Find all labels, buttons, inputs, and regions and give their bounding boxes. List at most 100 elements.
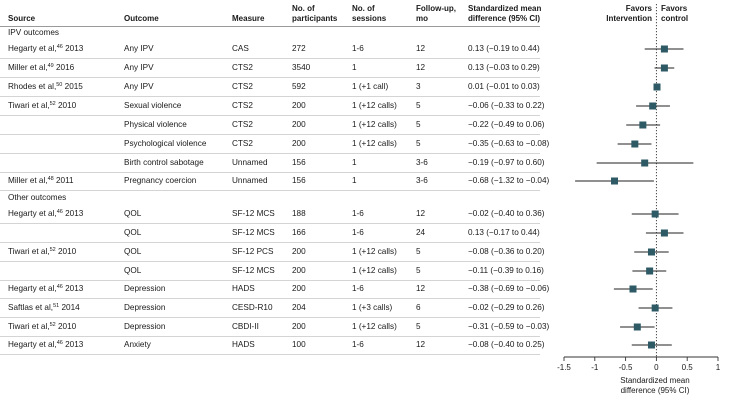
x-tick-label: 0.5 — [682, 363, 694, 372]
sessions-cell: 1 — [352, 158, 357, 167]
favors-intervention-line1: Favors — [625, 4, 652, 13]
sessions-cell: 1 (+12 calls) — [352, 247, 397, 256]
sessions-cell: 1-6 — [352, 209, 364, 218]
point-estimate — [653, 83, 661, 91]
ci-text-cell: 0.13 (−0.17 to 0.44) — [468, 228, 540, 237]
row-divider — [0, 298, 540, 299]
n-cell: 272 — [292, 44, 306, 53]
ci-text-cell: −0.19 (−0.97 to 0.60) — [468, 158, 545, 167]
outcome-cell: QOL — [124, 247, 142, 256]
measure-cell: CTS2 — [232, 120, 253, 129]
x-tick-label: -0.5 — [619, 363, 633, 372]
sessions-cell: 1 (+3 calls) — [352, 303, 393, 312]
ci-text-cell: 0.13 (−0.19 to 0.44) — [468, 44, 540, 53]
followup-cell: 12 — [416, 44, 426, 53]
source-ref: 46 — [56, 209, 63, 215]
x-tick-label: 1 — [716, 363, 721, 372]
source-ref: 51 — [53, 303, 60, 309]
ci-text-cell: −0.68 (−1.32 to −0.04) — [468, 176, 550, 185]
source-cell: Saftlas et al,51 2014 — [8, 303, 80, 312]
source-ref: 49 — [47, 63, 54, 69]
source-cell: Rhodes et al,50 2015 — [8, 82, 83, 91]
measure-cell: CBDI-II — [232, 322, 259, 331]
row-divider — [0, 58, 540, 59]
ci-text-cell: −0.38 (−0.69 to −0.06) — [468, 284, 550, 293]
point-estimate — [660, 229, 668, 237]
row-divider — [0, 96, 540, 97]
source-author: Hegarty et al, — [8, 340, 57, 349]
source-author: Hegarty et al, — [8, 284, 57, 293]
table-row: Birth control sabotage Unnamed 156 1 3-6 −0.1… — [0, 154, 544, 173]
sessions-cell: 1-6 — [352, 340, 364, 349]
source-ref: 52 — [49, 247, 56, 253]
followup-cell: 3-6 — [416, 158, 428, 167]
x-axis-title-line2: difference (95% CI) — [620, 386, 690, 395]
table-row: Hegarty et al,46 2013 Depression HADS 200 1-… — [0, 280, 549, 299]
n-cell: 100 — [292, 340, 306, 349]
row-divider — [0, 190, 540, 191]
source-author: Saftlas et al, — [8, 303, 54, 312]
measure-cell: HADS — [232, 340, 255, 349]
table-row: Hegarty et al,46 2013 QOL SF-12 MCS 188 1-6 1… — [0, 205, 544, 224]
measure-cell: Unnamed — [232, 176, 268, 185]
header-smd: Standardized mean difference (95% CI) — [468, 4, 541, 24]
outcome-cell: Depression — [124, 303, 166, 312]
measure-cell: CTS2 — [232, 101, 253, 110]
row-divider — [0, 261, 540, 262]
point-estimate — [660, 45, 668, 53]
ci-text-cell: −0.08 (−0.40 to 0.25) — [468, 340, 545, 349]
ci-text-cell: −0.22 (−0.49 to 0.06) — [468, 120, 545, 129]
point-estimate — [651, 304, 659, 312]
source-year: 2011 — [53, 176, 74, 185]
ci-text-cell: −0.02 (−0.29 to 0.26) — [468, 303, 545, 312]
outcome-cell: Physical violence — [124, 120, 187, 129]
row-divider — [0, 336, 540, 337]
n-cell: 3540 — [292, 63, 311, 72]
sessions-cell: 1 (+1 call) — [352, 82, 389, 91]
header-followup: Follow-up, mo — [416, 4, 456, 24]
table-row: Saftlas et al,51 2014 Depression CESD-R10 2… — [0, 299, 544, 318]
row-divider — [0, 223, 540, 224]
source-author: Tiwari et al, — [8, 101, 50, 110]
followup-cell: 5 — [416, 120, 421, 129]
source-author: Miller et al, — [8, 176, 48, 185]
section-ipv-outcomes: IPV outcomes — [8, 28, 59, 37]
source-cell: Hegarty et al,46 2013 — [8, 340, 83, 349]
header-smd-line2: difference (95% CI) — [468, 14, 541, 23]
source-author: Hegarty et al, — [8, 44, 57, 53]
row-divider — [0, 280, 540, 281]
n-cell: 200 — [292, 139, 306, 148]
header-sessions-line1: No. of — [352, 4, 375, 13]
source-year: 2013 — [62, 209, 84, 218]
x-tick-label: 0 — [654, 363, 659, 372]
ci-text-cell: −0.11 (−0.39 to 0.16) — [468, 266, 544, 275]
outcome-cell: QOL — [124, 266, 142, 275]
table-row: Rhodes et al,50 2015 Any IPV CTS2 592 1 (+1 … — [0, 78, 540, 97]
outcome-cell: Any IPV — [124, 63, 154, 72]
sessions-cell: 1-6 — [352, 228, 364, 237]
n-cell: 200 — [292, 101, 306, 110]
n-cell: 156 — [292, 176, 306, 185]
outcome-cell: QOL — [124, 209, 142, 218]
row-divider — [0, 134, 540, 135]
outcome-cell: Psychological violence — [124, 139, 207, 148]
source-author: Hegarty et al, — [8, 209, 57, 218]
source-year: 2010 — [55, 247, 77, 256]
header-rule — [0, 26, 540, 27]
source-year: 2013 — [62, 44, 84, 53]
measure-cell: CTS2 — [232, 82, 253, 91]
measure-cell: CTS2 — [232, 139, 253, 148]
table-row: Miller et al,49 2016 Any IPV CTS2 3540 1 12 0.… — [0, 59, 540, 78]
n-cell: 200 — [292, 266, 306, 275]
followup-cell: 12 — [416, 284, 426, 293]
followup-cell: 12 — [416, 63, 426, 72]
favors-intervention-label: Favors Intervention — [596, 4, 652, 24]
source-year: 2010 — [55, 101, 77, 110]
sessions-cell: 1 (+12 calls) — [352, 266, 397, 275]
source-ref: 46 — [56, 340, 63, 346]
followup-cell: 3 — [416, 82, 421, 91]
header-sessions-line2: sessions — [352, 14, 387, 23]
n-cell: 592 — [292, 82, 306, 91]
n-cell: 156 — [292, 158, 306, 167]
point-estimate — [649, 102, 657, 110]
